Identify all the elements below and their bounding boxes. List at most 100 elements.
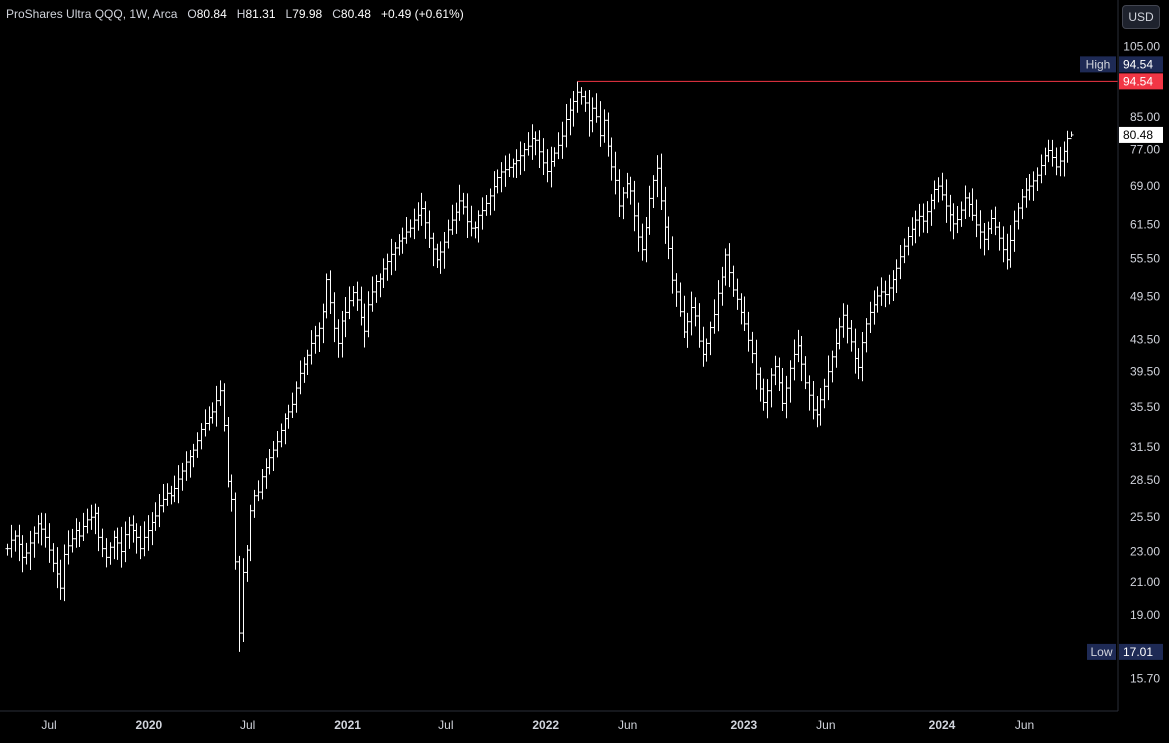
high-value-tag: 94.54 [1123,57,1153,71]
ohlc-bar [457,184,462,221]
ohlc-bar [746,311,751,352]
ohlc-bar [146,515,151,551]
ohlc-bar [944,179,949,223]
price-tick-label: 35.50 [1130,400,1160,414]
ohlc-bar [697,303,702,348]
ohlc-bar [241,558,246,643]
low-value-tag: 17.01 [1123,645,1153,659]
ohlc-bar [533,131,538,156]
ohlc-bar [974,199,979,238]
ohlc-bar [708,321,713,356]
ohlc-bar [233,492,238,570]
price-tick-label: 23.00 [1130,545,1160,559]
price-axis[interactable]: 105.0094.5085.0077.0069.0061.5055.5049.5… [1080,0,1163,711]
ohlc-bar [62,544,67,602]
ohlc-bar [461,192,466,215]
ohlc-bar [765,379,770,419]
ohlc-bar [845,304,850,344]
ohlc-bar [993,206,998,236]
ohlc-bar [13,530,18,552]
ohlc-bar [659,153,664,211]
ohlc-bar [81,512,86,542]
ohlc-bar [731,265,736,297]
ohlc-bar [389,238,394,276]
ohlc-bar [123,521,128,563]
ohlc-bar [267,448,272,475]
ohlc-bar [119,526,124,568]
ohlc-bar [431,232,436,267]
ohlc-bar [936,177,941,203]
symbol-legend: ProShares Ultra QQQ, 1W, Arca O80.84 H81… [6,7,464,21]
time-tick-label: Jul [240,718,255,732]
low-value-tag-bg [1119,643,1163,660]
ohlc-bar [621,187,626,220]
high-value: 81.31 [245,7,276,21]
ohlc-bar [602,109,607,143]
ohlc-bar [343,296,348,338]
ohlc-bar [393,242,398,271]
price-tick-label: 31.50 [1130,440,1160,454]
close-label: C [332,7,341,21]
ohlc-bar [317,322,322,352]
low-label-tag: Low [1090,645,1112,659]
ohlc-bar [165,483,170,506]
ohlc-bar [210,402,215,424]
change-value: +0.49 (+0.61%) [380,7,464,21]
price-tick-label: 77.00 [1130,143,1160,157]
ohlc-bar [564,104,569,148]
low-label: L [285,7,293,21]
ohlc-bar [788,360,793,403]
ohlc-bar [609,137,614,181]
ohlc-bar [172,475,177,503]
ohlc-bar [85,508,90,534]
ohlc-bar [218,380,223,406]
ohlc-bar [176,465,181,504]
ohlc-bar [507,153,512,178]
price-tick-label: 69.00 [1130,179,1160,193]
price-tick-label: 25.50 [1130,510,1160,524]
ohlc-bar [115,527,120,560]
ohlc-bar [704,338,709,362]
ohlc-bar [495,169,500,194]
ohlc-bar [860,332,865,382]
ohlc-bar [651,175,656,209]
ohlc-bar [590,97,595,133]
ohlc-bar [716,280,721,332]
ohlc-bar [792,339,797,381]
ohlc-bar [214,385,219,427]
ohlc-bar [96,506,101,552]
ohlc-bar [841,303,846,338]
time-tick-label: 2022 [532,718,559,732]
ohlc-bar [727,243,732,288]
ohlc-bar [381,258,386,289]
time-axis[interactable]: Jul 2020 Jul 2021 Jul 2022 Jun 2023 Jun 2024 Jun [0,710,1118,732]
ohlc-bar [423,201,428,239]
price-tick-label: 49.50 [1130,290,1160,304]
ohlc-bar [1035,167,1040,192]
ohlc-bar [1001,226,1006,263]
ohlc-bar [488,188,493,216]
ohlc-bar [484,194,489,216]
ohlc-bar [237,555,242,652]
ohlc-bar [66,530,71,565]
low-value: 79.98 [292,7,323,21]
symbol-title: ProShares Ultra QQQ, 1W, Arca [6,7,178,21]
time-tick-label: Jun [1015,718,1034,732]
price-tick-label: 28.50 [1130,473,1160,487]
ohlc-bar [499,162,504,193]
ohlc-bar [537,130,542,168]
ohlc-bar [370,276,375,312]
ohlc-bar [868,301,873,333]
high-label-tag-bg [1080,56,1116,73]
ohlc-bar [32,526,37,558]
currency-button[interactable]: USD [1122,5,1160,29]
ohlc-bar [446,219,451,249]
ohlc-bar [374,274,379,303]
ohlc-bar [77,521,82,547]
ohlc-bar [925,201,930,234]
ohlc-bar [1050,139,1055,167]
ohlc-bar [153,502,158,531]
price-tick-label: 61.50 [1130,217,1160,231]
ohlc-bar [290,392,295,418]
